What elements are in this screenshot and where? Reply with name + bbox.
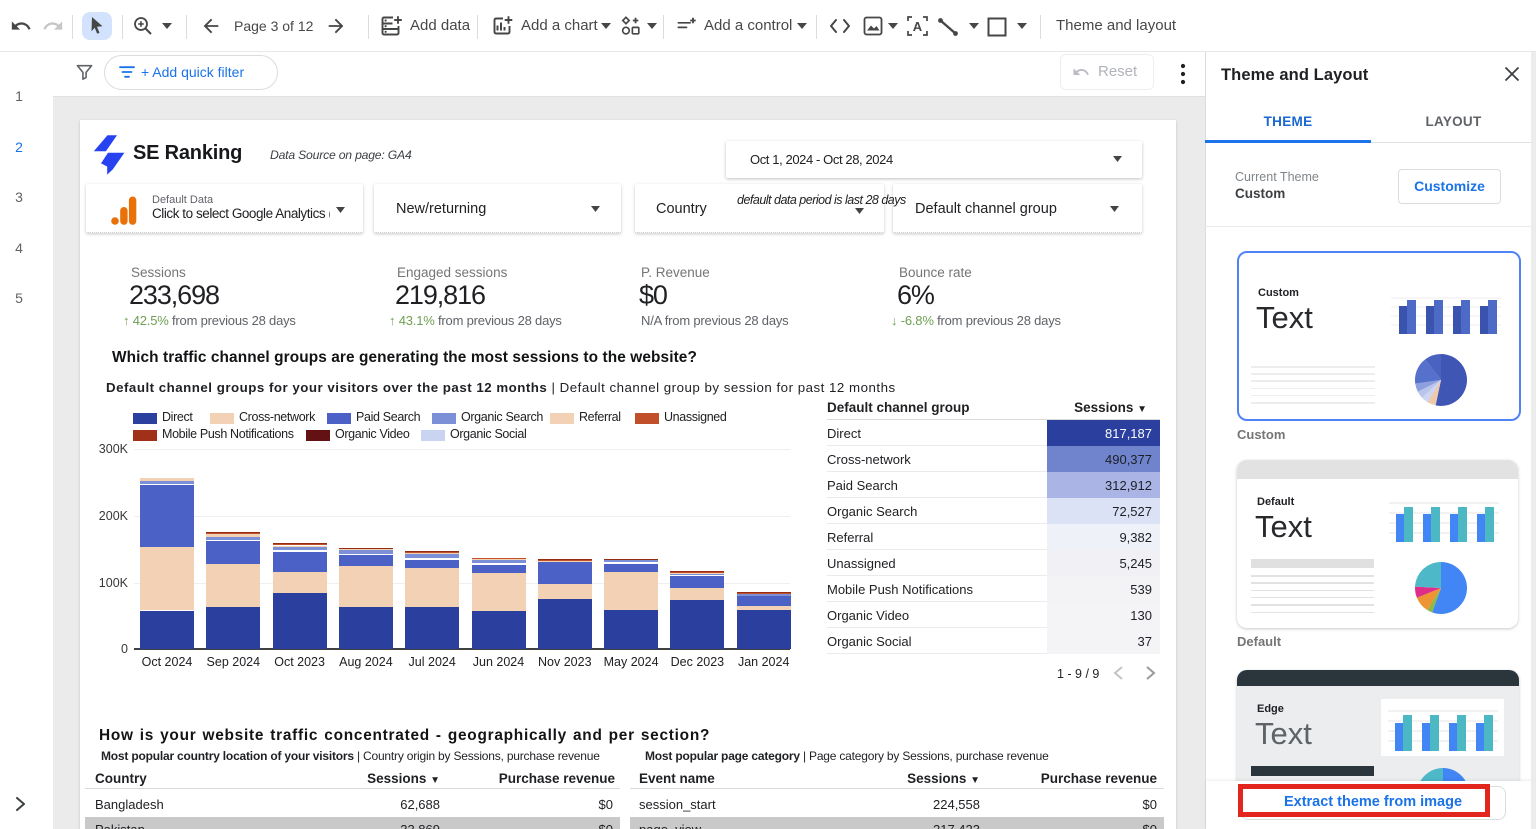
svg-text:A: A bbox=[913, 19, 923, 34]
